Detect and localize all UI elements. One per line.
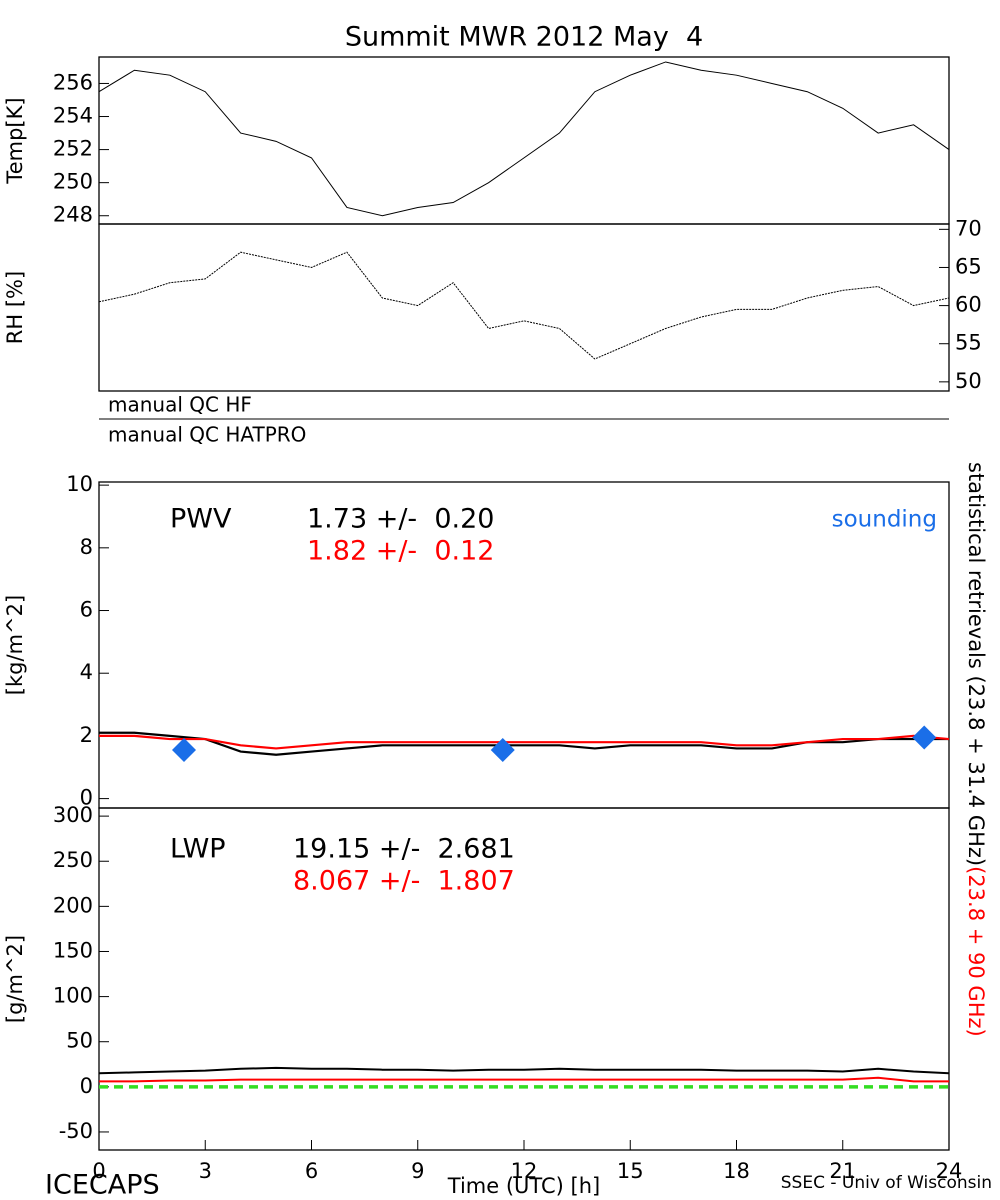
y-tick-label: 0: [80, 786, 93, 810]
x-axis-title: Time (UTC) [h]: [447, 1174, 600, 1198]
y-tick-label: 250: [53, 170, 93, 194]
x-tick-label: 12: [511, 1159, 538, 1183]
y-tick-label: 0: [80, 1074, 93, 1098]
series-line: [98, 61, 950, 217]
right-label-part: (23.8 + 90 GHz): [964, 866, 988, 1037]
series-line: [99, 1076, 949, 1083]
y-tick-label: 4: [80, 660, 93, 684]
y-axis-title: [g/m^2]: [3, 935, 27, 1023]
y-tick-label: -50: [59, 1119, 93, 1143]
y-tick-label: 254: [53, 104, 93, 128]
y-tick-label: 248: [53, 203, 93, 227]
y-tick-label: 2: [80, 723, 93, 747]
y-tick-label: 100: [53, 984, 93, 1008]
y-tick-label: 300: [53, 803, 93, 827]
qc-label: manual QC HATPRO: [108, 423, 306, 447]
y-axis-title: [kg/m^2]: [3, 595, 27, 695]
sounding-marker: [490, 738, 515, 763]
x-tick-label: 0: [92, 1159, 105, 1183]
x-tick-label: 24: [936, 1159, 963, 1183]
annotation: 1.73 +/- 0.20: [307, 504, 494, 535]
sounding-marker: [912, 725, 937, 750]
y-tick-label: 50: [66, 1029, 93, 1053]
annotation: PWV: [170, 504, 232, 535]
chart-title: Summit MWR 2012 May 4: [345, 22, 703, 53]
annotation: LWP: [170, 834, 226, 865]
y-tick-label: 70: [955, 216, 982, 240]
qc-label: manual QC HF: [108, 393, 252, 417]
plot-frame: [98, 807, 950, 1151]
y-tick-label: 60: [955, 293, 982, 317]
x-tick-label: 9: [411, 1159, 424, 1183]
series-line: [99, 734, 950, 750]
legend-label: sounding: [832, 507, 937, 533]
x-tick-label: 15: [617, 1159, 644, 1183]
annotation: 8.067 +/- 1.807: [293, 866, 515, 897]
y-tick-label: 65: [955, 254, 982, 278]
y-tick-label: 10: [66, 472, 93, 496]
sounding-marker: [172, 738, 196, 763]
y-tick-label: 150: [53, 938, 93, 962]
y-tick-label: 50: [955, 369, 982, 393]
y-tick-label: 256: [53, 70, 93, 94]
right-label-part: statistical retrievals (23.8 + 31.4 GHz): [964, 462, 988, 866]
x-tick-label: 21: [829, 1159, 856, 1183]
right-label: statistical retrievals (23.8 + 31.4 GHz)…: [964, 462, 988, 1037]
y-tick-label: 252: [53, 137, 93, 161]
y-axis-title: RH [%]: [3, 271, 27, 344]
plot-frame: [98, 223, 950, 392]
series-line: [98, 1066, 950, 1075]
x-tick-label: 6: [305, 1159, 318, 1183]
y-tick-label: 8: [80, 535, 93, 559]
y-axis-title: Temp[K]: [3, 97, 27, 184]
annotation: 19.15 +/- 2.681: [293, 834, 515, 865]
annotation: 1.82 +/- 0.12: [307, 536, 494, 567]
x-tick-label: 3: [199, 1159, 212, 1183]
x-tick-label: 18: [723, 1159, 750, 1183]
y-tick-label: 250: [53, 848, 93, 872]
footer-right: SSEC - Univ of Wisconsin: [781, 1173, 992, 1193]
y-tick-label: 55: [955, 331, 982, 355]
plot-frame: [98, 56, 950, 225]
y-tick-label: 6: [80, 598, 93, 622]
y-tick-label: 200: [53, 893, 93, 917]
series-line: [98, 251, 950, 360]
footer-left: ICECAPS: [45, 1170, 160, 1200]
